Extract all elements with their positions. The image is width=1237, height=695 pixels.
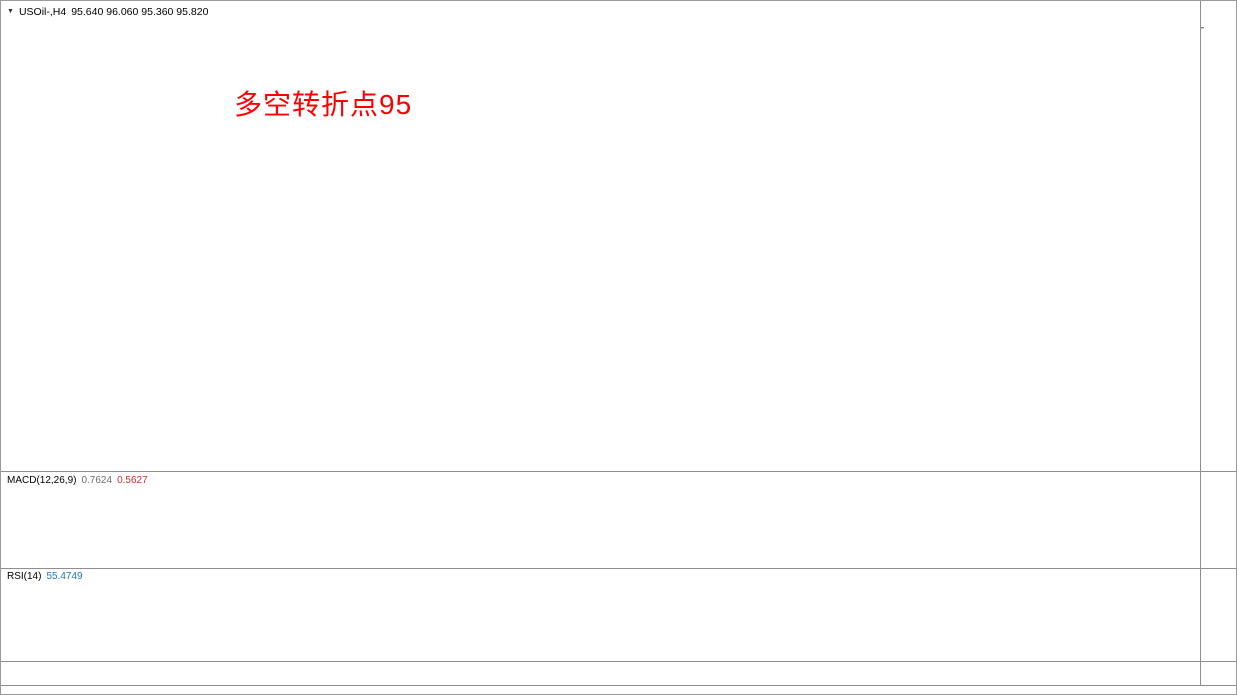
rsi-value: 55.4749 [46,571,83,582]
symbol-period-label: USOil-,H4 [18,6,67,18]
rsi-indicator-label: RSI(14) 55.4749 [7,571,83,582]
macd-main-value: 0.7624 [81,475,113,486]
chart-title: ▼ USOil-,H4 95.640 96.060 95.360 95.820 [7,6,208,18]
macd-indicator-label: MACD(12,26,9) 0.7624 0.5627 [7,475,148,486]
rsi-name: RSI(14) [7,571,42,582]
ohlc-values: 95.640 96.060 95.360 95.820 [71,6,209,18]
annotation-text: 多空转折点95 [234,89,413,120]
macd-signal-value: 0.5627 [117,475,148,486]
collapse-arrow-icon[interactable]: ▼ [7,8,14,15]
macd-name: MACD(12,26,9) [7,475,77,486]
